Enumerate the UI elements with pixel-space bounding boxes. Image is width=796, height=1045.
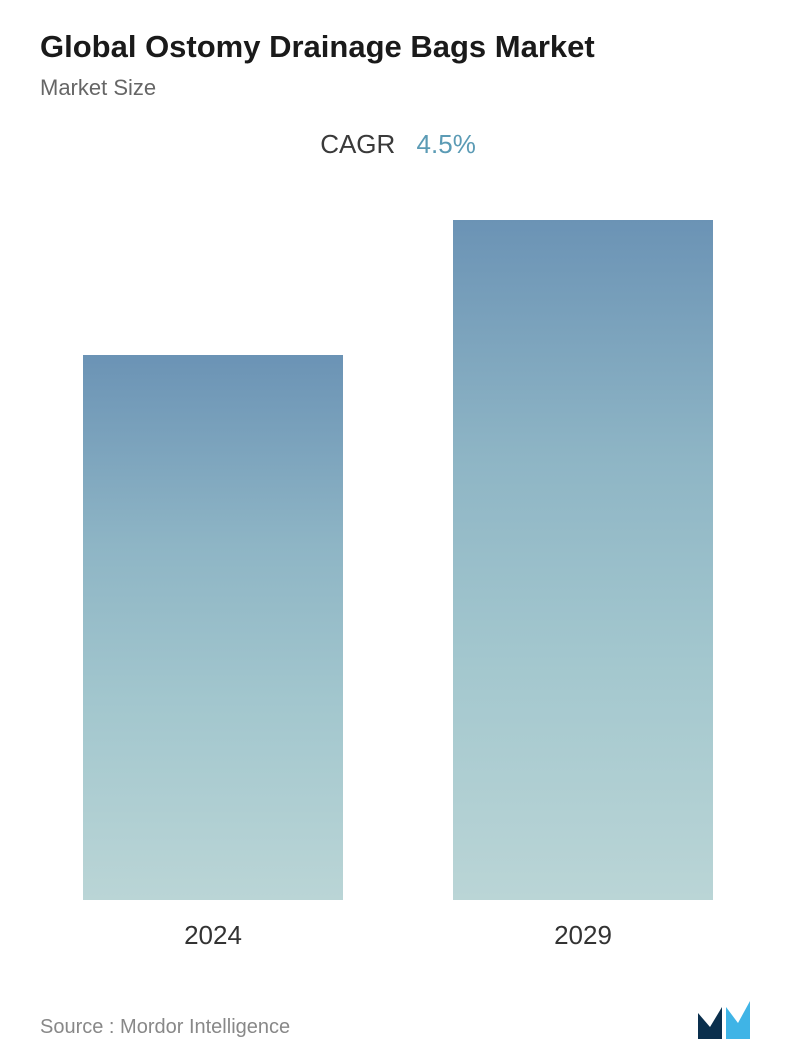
bar-2024: [83, 355, 343, 900]
bar-group-2024: 2024: [83, 355, 343, 951]
mordor-logo-icon: [698, 999, 756, 1039]
bar-chart: 2024 2029: [40, 220, 756, 951]
bar-group-2029: 2029: [453, 220, 713, 951]
footer: Source : Mordor Intelligence: [40, 999, 756, 1045]
source-text: Source : Mordor Intelligence: [40, 1016, 290, 1039]
bar-label-2024: 2024: [184, 920, 242, 951]
chart-subtitle: Market Size: [40, 75, 756, 101]
cagr-value: 4.5%: [417, 129, 476, 159]
bar-2029: [453, 220, 713, 900]
bar-label-2029: 2029: [554, 920, 612, 951]
chart-title: Global Ostomy Drainage Bags Market: [40, 28, 756, 67]
cagr-row: CAGR 4.5%: [40, 129, 756, 160]
cagr-label: CAGR: [320, 129, 395, 159]
